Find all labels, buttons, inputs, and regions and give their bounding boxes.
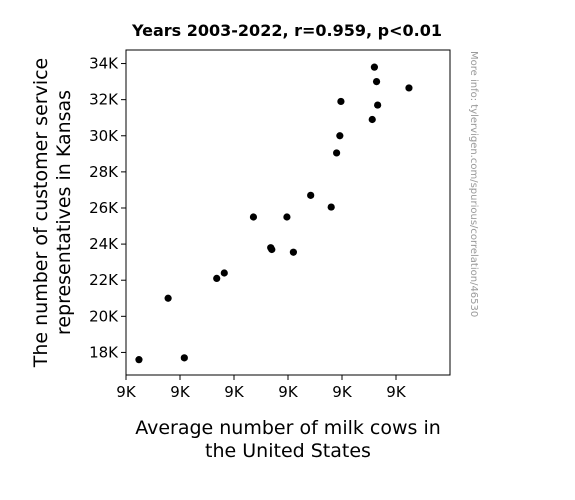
- data-point: [337, 97, 345, 106]
- x-tick-label: 9K: [386, 383, 407, 401]
- y-tick-label: 34K: [89, 55, 119, 73]
- data-point: [220, 269, 228, 277]
- data-point: [374, 101, 382, 109]
- data-point: [336, 132, 344, 140]
- data-points: [135, 63, 413, 364]
- data-point: [164, 294, 172, 302]
- data-point: [307, 191, 315, 199]
- x-axis-label-line: Average number of milk cows in: [135, 417, 441, 439]
- y-tick-label: 20K: [89, 307, 119, 325]
- y-tick-label: 32K: [89, 91, 119, 109]
- data-point: [370, 63, 378, 71]
- y-axis-label-line: representatives in Kansas: [53, 90, 75, 335]
- x-tick-label: 9K: [116, 383, 137, 401]
- y-axis-label: The number of customer servicerepresenta…: [30, 58, 75, 369]
- data-point: [283, 213, 291, 221]
- y-tick-label: 26K: [89, 199, 119, 217]
- data-point: [135, 356, 143, 364]
- data-point: [333, 149, 341, 157]
- x-tick-label: 9K: [170, 383, 191, 401]
- data-point: [327, 203, 335, 211]
- data-point: [249, 213, 258, 221]
- x-axis-ticks: 9K 9K 9K 9K 9K 9K: [116, 375, 407, 401]
- x-tick-label: 9K: [224, 383, 245, 401]
- data-point: [268, 245, 276, 254]
- y-tick-label: 24K: [89, 235, 119, 253]
- x-axis-label: Average number of milk cows in the United…: [135, 417, 441, 462]
- y-tick-label: 28K: [89, 163, 119, 181]
- data-point: [372, 77, 381, 86]
- y-tick-label: 18K: [89, 343, 119, 361]
- data-point: [368, 115, 376, 124]
- data-point: [213, 274, 221, 283]
- y-tick-label: 30K: [89, 127, 119, 145]
- plot-area-frame: [125, 49, 451, 376]
- chart-title: Years 2003-2022, r=0.959, p<0.01: [131, 21, 442, 40]
- x-axis-label-line: the United States: [205, 440, 371, 462]
- y-tick-label: 22K: [89, 271, 119, 289]
- x-tick-label: 9K: [332, 383, 353, 401]
- x-tick-label: 9K: [278, 383, 299, 401]
- data-point: [289, 248, 297, 256]
- data-point: [405, 84, 413, 92]
- y-axis-ticks: 18K 20K 22K 24K 26K 28K 30K 32K 34K: [89, 55, 126, 361]
- data-point: [180, 354, 188, 362]
- source-watermark: More info: tylervigen.com/spurious/corre…: [468, 51, 479, 317]
- y-axis-label-line: The number of customer service: [30, 58, 52, 369]
